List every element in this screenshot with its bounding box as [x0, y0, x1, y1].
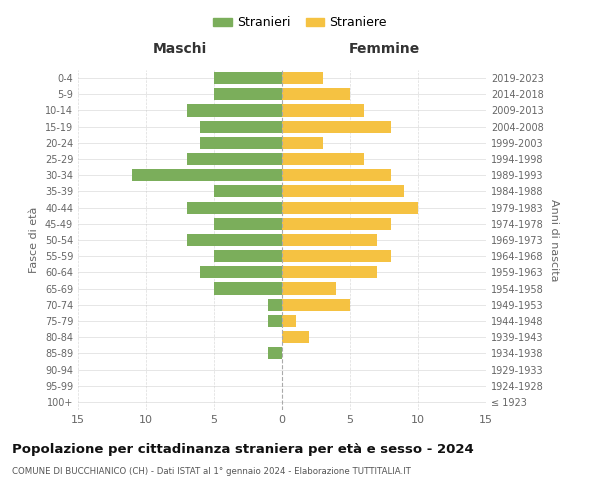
Text: Femmine: Femmine: [349, 42, 419, 56]
Bar: [282, 72, 323, 84]
Bar: [282, 186, 404, 198]
Bar: [200, 266, 282, 278]
Bar: [282, 88, 350, 101]
Bar: [282, 202, 418, 213]
Bar: [282, 137, 323, 149]
Bar: [214, 72, 282, 84]
Bar: [268, 315, 282, 327]
Y-axis label: Anni di nascita: Anni di nascita: [549, 198, 559, 281]
Text: Popolazione per cittadinanza straniera per età e sesso - 2024: Popolazione per cittadinanza straniera p…: [12, 442, 474, 456]
Bar: [214, 88, 282, 101]
Bar: [133, 169, 282, 181]
Bar: [282, 218, 391, 230]
Legend: Stranieri, Straniere: Stranieri, Straniere: [208, 11, 392, 34]
Bar: [214, 218, 282, 230]
Bar: [282, 331, 309, 343]
Bar: [282, 315, 296, 327]
Bar: [268, 298, 282, 311]
Bar: [187, 234, 282, 246]
Bar: [282, 298, 350, 311]
Bar: [282, 282, 337, 294]
Bar: [214, 250, 282, 262]
Text: Maschi: Maschi: [153, 42, 207, 56]
Bar: [200, 120, 282, 132]
Bar: [282, 169, 391, 181]
Bar: [282, 104, 364, 117]
Bar: [282, 266, 377, 278]
Bar: [282, 250, 391, 262]
Y-axis label: Fasce di età: Fasce di età: [29, 207, 39, 273]
Bar: [282, 120, 391, 132]
Bar: [187, 153, 282, 165]
Bar: [214, 186, 282, 198]
Bar: [282, 234, 377, 246]
Bar: [187, 202, 282, 213]
Bar: [200, 137, 282, 149]
Bar: [282, 153, 364, 165]
Bar: [214, 282, 282, 294]
Bar: [187, 104, 282, 117]
Bar: [268, 348, 282, 360]
Text: COMUNE DI BUCCHIANICO (CH) - Dati ISTAT al 1° gennaio 2024 - Elaborazione TUTTIT: COMUNE DI BUCCHIANICO (CH) - Dati ISTAT …: [12, 468, 411, 476]
